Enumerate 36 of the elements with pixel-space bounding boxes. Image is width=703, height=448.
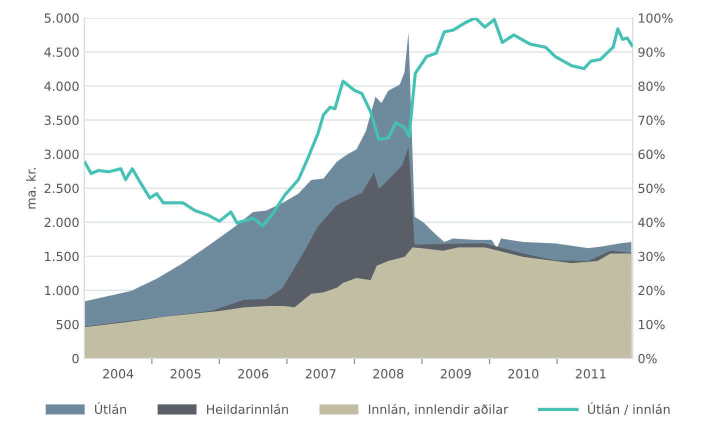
y-tick-label: 4.500 bbox=[44, 47, 79, 57]
y2-tick-label: 40% bbox=[638, 218, 665, 228]
y-tick-label: 2.000 bbox=[44, 218, 79, 228]
y-tick-label: 0 bbox=[72, 354, 79, 364]
y-tick-label: 2.500 bbox=[44, 184, 79, 194]
y2-tick-label: 0% bbox=[638, 354, 657, 364]
x-tick-label: 2010 bbox=[508, 369, 538, 378]
y2-tick-label: 10% bbox=[638, 320, 665, 330]
y-tick-label: 5.000 bbox=[44, 13, 79, 23]
x-tick-label: 2011 bbox=[576, 369, 606, 378]
y-tick-label: 1.000 bbox=[45, 286, 79, 296]
y2-tick-label: 80% bbox=[638, 81, 665, 91]
legend-label: Útlán / innlán bbox=[588, 402, 670, 415]
y2-tick-label: 30% bbox=[638, 252, 665, 262]
y2-tick-label: 60% bbox=[638, 150, 665, 160]
line-series bbox=[84, 18, 633, 228]
legend-label: Útlán bbox=[95, 402, 126, 414]
y2-tick-label: 50% bbox=[638, 184, 665, 194]
y-axis-title: ma. kr. bbox=[26, 168, 36, 209]
y2-tick-label: 70% bbox=[638, 116, 665, 125]
x-tick-label: 2009 bbox=[440, 369, 471, 378]
x-tick-label: 2007 bbox=[306, 369, 336, 378]
y2-tick-label: 90% bbox=[638, 47, 665, 57]
x-tick-label: 2008 bbox=[373, 369, 404, 378]
legend-label: Heildarinnlán bbox=[207, 404, 288, 414]
y-tick-label: 3.500 bbox=[44, 116, 79, 125]
legend-label: Innlán, innlendir aðilar bbox=[368, 404, 508, 416]
y-tick-label: 500 bbox=[56, 320, 79, 330]
x-tick-label: 2006 bbox=[238, 369, 268, 378]
y-tick-label: 1.500 bbox=[45, 252, 79, 262]
x-tick-label: 2005 bbox=[170, 369, 200, 378]
y2-tick-label: 100% bbox=[638, 13, 673, 23]
y-tick-label: 4.000 bbox=[44, 81, 79, 91]
y-tick-label: 3.000 bbox=[44, 150, 79, 160]
x-tick-label: 2004 bbox=[103, 369, 134, 378]
y2-tick-label: 20% bbox=[638, 286, 665, 296]
